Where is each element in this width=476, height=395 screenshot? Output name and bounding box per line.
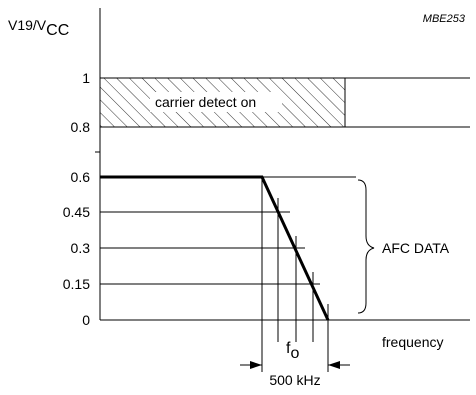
region-label-bg: [150, 92, 282, 112]
y-tick-label: 0.8: [71, 119, 91, 135]
afc-label: AFC DATA: [382, 240, 450, 256]
brace: [357, 179, 375, 314]
y-axis-label: V19/VCC: [8, 17, 69, 39]
figure-id: MBE253: [423, 13, 466, 25]
y-tick-label: 0: [82, 312, 90, 328]
arrow-head: [328, 361, 340, 369]
y-tick-label: 0.3: [71, 240, 91, 256]
bandwidth-label: 500 kHz: [269, 372, 320, 388]
y-tick-label: 1: [82, 70, 90, 86]
region-label: carrier detect on: [155, 94, 256, 110]
y-tick-label: 0.15: [63, 276, 90, 292]
y-tick-label: 0.6: [71, 169, 91, 185]
response-curve: [100, 175, 330, 321]
f-label: fo: [286, 340, 299, 362]
x-axis-label: frequency: [382, 334, 443, 350]
y-tick-label: 0.45: [63, 204, 90, 220]
arrow-head: [250, 361, 262, 369]
